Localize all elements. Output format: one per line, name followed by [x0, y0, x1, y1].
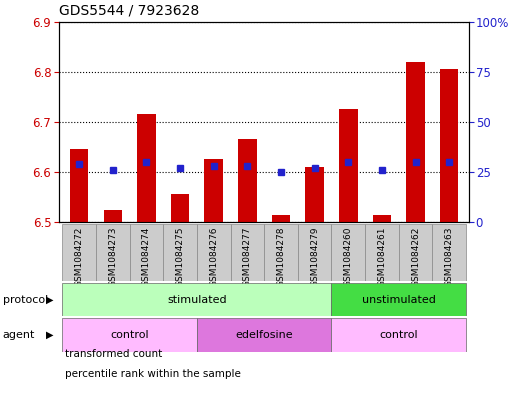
Bar	[163, 224, 197, 281]
Text: control: control	[380, 330, 418, 340]
Bar	[440, 69, 459, 222]
Bar	[238, 140, 256, 222]
Bar	[205, 160, 223, 222]
Bar	[70, 149, 88, 222]
Text: GSM1084263: GSM1084263	[445, 227, 453, 287]
Text: GSM1084273: GSM1084273	[108, 227, 117, 287]
Bar	[298, 224, 331, 281]
Bar	[63, 224, 96, 281]
Bar	[63, 318, 197, 352]
Bar	[272, 215, 290, 222]
Bar	[365, 224, 399, 281]
Bar	[197, 224, 230, 281]
Bar	[130, 224, 163, 281]
Bar	[339, 109, 358, 222]
Text: GSM1084276: GSM1084276	[209, 227, 218, 287]
Text: ▶: ▶	[46, 295, 54, 305]
Bar	[197, 318, 331, 352]
Text: GSM1084261: GSM1084261	[378, 227, 386, 287]
Text: GSM1084262: GSM1084262	[411, 227, 420, 287]
Text: GSM1084278: GSM1084278	[277, 227, 286, 287]
Text: GSM1084279: GSM1084279	[310, 227, 319, 287]
Bar	[305, 167, 324, 222]
Bar	[264, 224, 298, 281]
Text: GSM1084260: GSM1084260	[344, 227, 353, 287]
Bar	[432, 224, 466, 281]
Bar	[399, 224, 432, 281]
Text: ▶: ▶	[46, 330, 54, 340]
Text: control: control	[110, 330, 149, 340]
Text: stimulated: stimulated	[167, 295, 227, 305]
Text: GDS5544 / 7923628: GDS5544 / 7923628	[59, 4, 199, 18]
Bar	[230, 224, 264, 281]
Bar	[96, 224, 130, 281]
Bar	[331, 318, 466, 352]
Text: protocol: protocol	[3, 295, 48, 305]
Bar	[406, 62, 425, 222]
Text: GSM1084275: GSM1084275	[175, 227, 185, 287]
Bar	[171, 195, 189, 222]
Bar	[63, 283, 331, 316]
Text: agent: agent	[3, 330, 35, 340]
Bar	[331, 224, 365, 281]
Bar	[331, 283, 466, 316]
Text: transformed count: transformed count	[65, 349, 163, 359]
Text: GSM1084272: GSM1084272	[75, 227, 84, 287]
Text: GSM1084274: GSM1084274	[142, 227, 151, 287]
Bar	[104, 209, 122, 222]
Text: edelfosine: edelfosine	[235, 330, 293, 340]
Text: GSM1084277: GSM1084277	[243, 227, 252, 287]
Text: percentile rank within the sample: percentile rank within the sample	[65, 369, 241, 379]
Text: unstimulated: unstimulated	[362, 295, 436, 305]
Bar	[372, 215, 391, 222]
Bar	[137, 114, 156, 222]
